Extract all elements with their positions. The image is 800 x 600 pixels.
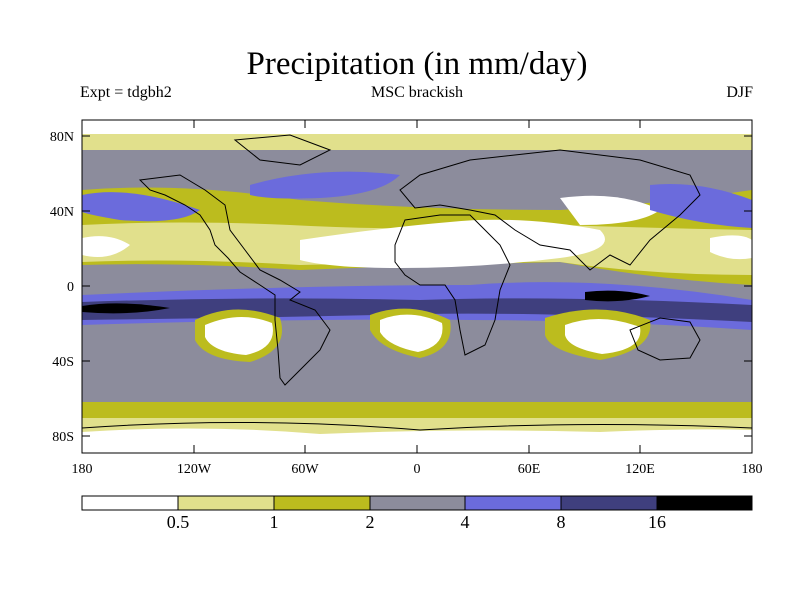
lon-label-60e: 60E — [518, 462, 541, 477]
eurasia-coast — [399, 149, 701, 271]
map-title: Precipitation (in mm/day) — [246, 46, 588, 82]
colorbar-swatch-1-2 — [273, 495, 371, 511]
colorbar-label-4: 4 — [460, 512, 470, 532]
americas-coast — [138, 174, 331, 386]
central-asia-dry — [560, 195, 660, 225]
africa-coast — [394, 214, 511, 356]
coastlines — [81, 134, 753, 431]
colorbar-label-8: 8 — [556, 512, 566, 532]
precipitation-field — [82, 120, 752, 453]
lon-label-60w: 60W — [291, 462, 319, 477]
indian-ocean-high — [565, 318, 641, 354]
lon-label-180w: 180 — [72, 462, 93, 477]
experiment-label: Expt = tdgbh2 — [80, 84, 172, 101]
antarctica-coast — [81, 421, 753, 431]
colorbar-label-0.5: 0.5 — [166, 512, 190, 532]
lon-label-180e: 180 — [742, 462, 763, 477]
lat-label-40n: 40N — [50, 205, 74, 220]
pacific-dry-west — [82, 236, 130, 258]
antarctic-very-dry — [82, 428, 752, 453]
indonesia-rain-max — [585, 290, 650, 302]
lon-label-120e: 120E — [625, 462, 655, 477]
colorbar-label-2: 2 — [365, 512, 375, 532]
season-label: DJF — [726, 84, 753, 101]
pacific-rain-max — [82, 303, 170, 314]
lon-tick-marks — [81, 120, 753, 453]
colorbar — [81, 495, 753, 511]
colorbar-label-16: 16 — [648, 512, 666, 532]
south-atlantic-high — [380, 314, 443, 352]
colorbar-swatch-gt-16 — [656, 495, 753, 511]
colorbar-swatch-0.5-1 — [177, 495, 275, 511]
colorbar-swatch-2-4 — [369, 495, 466, 511]
north-pacific-storm-track — [82, 192, 200, 222]
lon-label-0: 0 — [414, 462, 421, 477]
nw-pacific-storm-track — [650, 184, 752, 228]
colorbar-swatch-4-8 — [464, 495, 562, 511]
lat-label-40s: 40S — [52, 355, 74, 370]
pacific-dry-east — [710, 235, 752, 260]
colorbar-swatch-8-16 — [560, 495, 658, 511]
sahara-dry — [300, 219, 605, 268]
north-atlantic-storm-track — [250, 171, 400, 199]
lat-tick-marks — [82, 135, 752, 437]
run-label: MSC brackish — [371, 84, 463, 101]
lat-label-0: 0 — [67, 280, 74, 295]
lat-label-80n: 80N — [50, 130, 74, 145]
lat-label-80s: 80S — [52, 430, 74, 445]
colorbar-swatch-lt-0.5 — [81, 495, 179, 511]
australia-coast — [629, 317, 701, 361]
colorbar-label-1: 1 — [269, 512, 279, 532]
lon-label-120w: 120W — [177, 462, 212, 477]
greenland-coast — [233, 134, 332, 166]
se-pacific-high — [205, 316, 273, 355]
